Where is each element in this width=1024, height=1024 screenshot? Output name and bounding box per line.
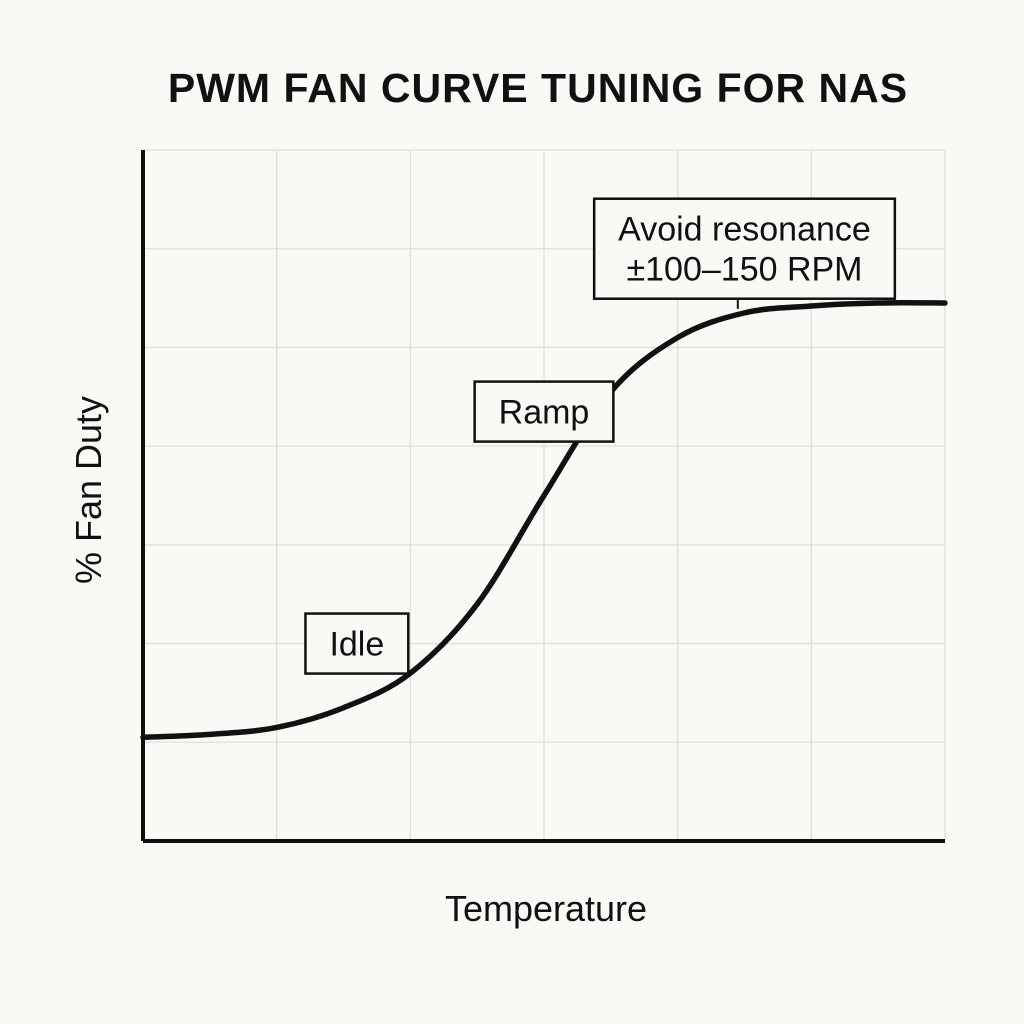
annotation-box — [592, 197, 897, 300]
annotation-ramp: Ramp — [473, 380, 615, 443]
annotation-idle: Idle — [304, 612, 410, 675]
annotation-text: Avoid resonance — [618, 211, 871, 249]
y-axis-label: % Fan Duty — [68, 396, 109, 584]
annotations: Idle Ramp Avoid resonance±100–150 RPM — [304, 197, 897, 675]
fan-duty-curve — [140, 300, 948, 741]
annotation-box — [304, 612, 410, 675]
chart-title: PWM FAN CURVE TUNING FOR NAS — [168, 65, 908, 111]
annotation-text: ±100–150 RPM — [626, 251, 862, 289]
annotation-box — [473, 380, 615, 443]
annotation-text: Idle — [329, 626, 384, 664]
annotation-avoid: Avoid resonance±100–150 RPM — [592, 197, 897, 309]
grid — [143, 149, 946, 841]
x-axis-label: Temperature — [445, 888, 647, 929]
annotation-text: Ramp — [499, 394, 590, 432]
